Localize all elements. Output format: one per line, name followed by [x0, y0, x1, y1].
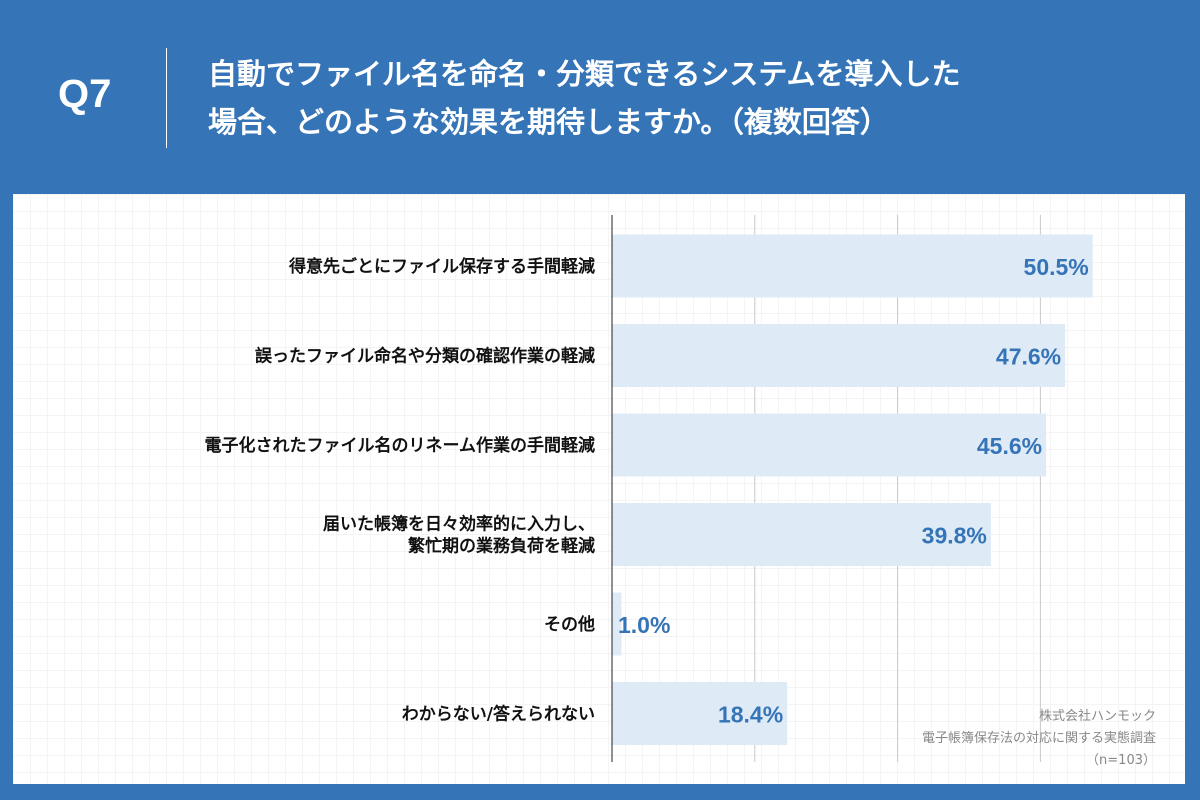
- title-line-2: 場合、どのような効果を期待しますか。（複数回答）: [208, 105, 889, 139]
- title-line-1: 自動でファイル名を命名・分類できるシステムを導入した: [208, 57, 961, 91]
- category-label: 誤ったファイル命名や分類の確認作業の軽減: [255, 346, 595, 367]
- bar: [612, 682, 788, 745]
- bar: [612, 592, 622, 656]
- category-label: 得意先ごとにファイル保存する手間軽減: [288, 256, 595, 277]
- header-divider: [166, 48, 167, 148]
- value-label: 50.5%: [1024, 254, 1089, 280]
- source-sample: （n=103）: [1086, 753, 1156, 768]
- category-label: 電子化されたファイル名のリネーム作業の手間軽減: [205, 435, 596, 456]
- category-label: その他: [544, 614, 595, 635]
- value-label: 1.0%: [618, 612, 670, 638]
- value-label: 39.8%: [922, 523, 987, 549]
- source-survey: 電子帳簿保存法の対応に関する実態調査: [921, 731, 1156, 746]
- bar: [612, 503, 991, 566]
- bar: [612, 234, 1093, 298]
- value-label: 45.6%: [977, 433, 1042, 459]
- source-company: 株式会社ハンモック: [1038, 709, 1156, 724]
- chart-panel: [13, 194, 1185, 784]
- source-note: 株式会社ハンモック 電子帳簿保存法の対応に関する実態調査 （n=103）: [922, 706, 1156, 772]
- page-title: 自動でファイル名を命名・分類できるシステムを導入した 場合、どのような効果を期待…: [208, 50, 1168, 146]
- value-label: 18.4%: [718, 702, 783, 728]
- category-label: わからない/答えられない: [402, 704, 595, 725]
- category-label: 繁忙期の業務負荷を軽減: [407, 536, 595, 557]
- bar: [612, 413, 1047, 477]
- category-label: 届いた帳簿を日々効率的に入力し、: [323, 514, 595, 535]
- value-label: 47.6%: [996, 344, 1061, 370]
- bar: [612, 324, 1066, 387]
- question-number: Q7: [58, 72, 112, 116]
